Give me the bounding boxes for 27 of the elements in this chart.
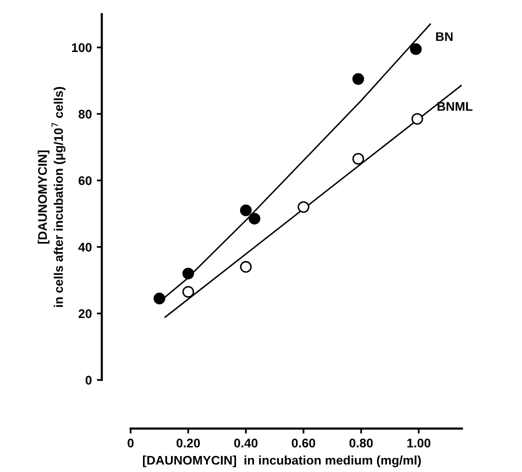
point (240, 204, 252, 216)
y-tick-label: 100 (72, 43, 92, 52)
point (154, 292, 166, 304)
point (248, 212, 260, 225)
x-axis-title: [DAUNOMYCIN] in incubation medium (mg/ml) (143, 456, 421, 468)
x-tick-label: 0.20 (176, 438, 200, 448)
y-tick-label: 80 (78, 110, 92, 119)
point (298, 201, 310, 213)
y-axis-title: [DAUNOMYCIN] in cells after incubation (μg/10$^{7}$ cells) (38, 86, 66, 307)
x-tick-label: 1.00 (407, 438, 430, 448)
point (410, 43, 422, 55)
point (240, 261, 252, 273)
y-tick-label: 60 (78, 176, 92, 186)
point (411, 113, 424, 125)
y-tick-label: 20 (78, 309, 92, 318)
x-tick-label: 0.60 (292, 438, 316, 448)
series-label: BNML (438, 102, 472, 111)
x-tick-label: 0 (128, 438, 134, 448)
y-tick-label: 40 (78, 242, 92, 252)
point (182, 286, 194, 298)
point (352, 73, 364, 85)
series-label: BN (436, 32, 453, 41)
point (352, 152, 364, 165)
point (182, 268, 194, 280)
x-tick-label: 0.80 (349, 438, 373, 448)
x-tick-label: 0.40 (234, 438, 258, 448)
y-tick-label: 0 (86, 376, 92, 385)
